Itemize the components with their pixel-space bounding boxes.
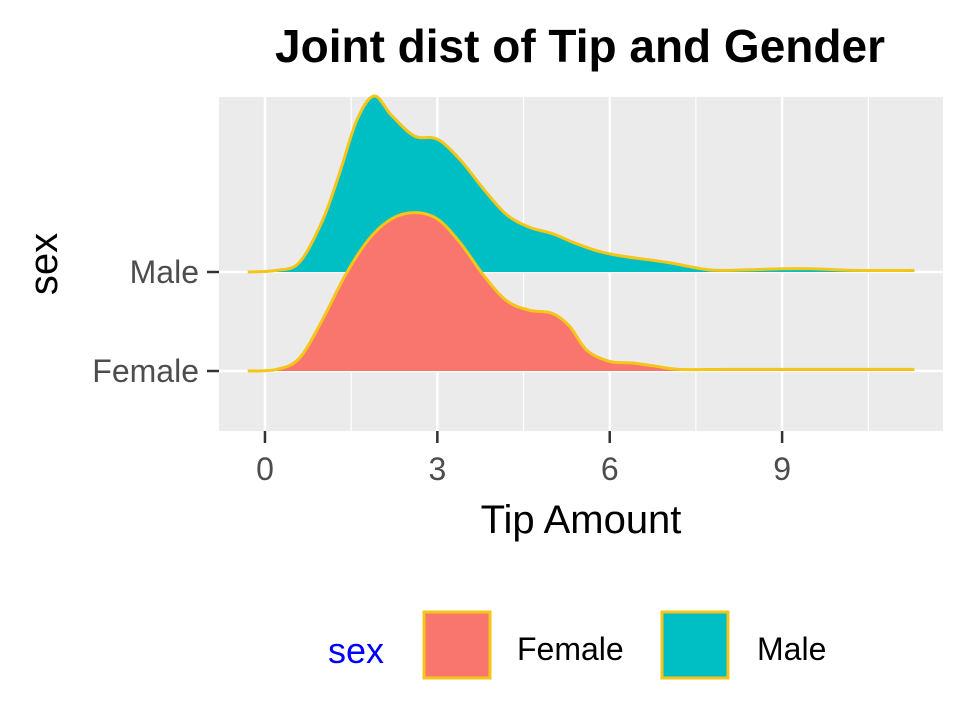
legend-key-female — [422, 610, 492, 680]
x-tick-label: 6 — [601, 451, 619, 487]
legend-label-male: Male — [757, 631, 826, 667]
x-tick-label: 9 — [773, 451, 791, 487]
ridge-outline-male — [247, 94, 915, 274]
legend-key-male — [660, 610, 730, 680]
ridge-fill-female — [247, 212, 915, 371]
legend-title: sex — [328, 630, 384, 671]
y-axis: Female Male — [92, 254, 219, 389]
x-axis-title: Tip Amount — [481, 498, 682, 542]
legend-label-female: Female — [517, 631, 624, 667]
y-axis-title: sex — [22, 233, 66, 295]
y-tick-label-female: Female — [92, 353, 199, 389]
x-axis: 0 3 6 9 — [256, 431, 791, 487]
chart-title: Joint dist of Tip and Gender — [275, 20, 885, 72]
density-ridges — [247, 94, 915, 373]
legend: sex Female Male — [328, 610, 826, 680]
x-tick-label: 0 — [256, 451, 274, 487]
ridge-outline-female — [247, 211, 915, 373]
x-tick-label: 3 — [428, 451, 446, 487]
y-tick-label-male: Male — [130, 254, 199, 290]
